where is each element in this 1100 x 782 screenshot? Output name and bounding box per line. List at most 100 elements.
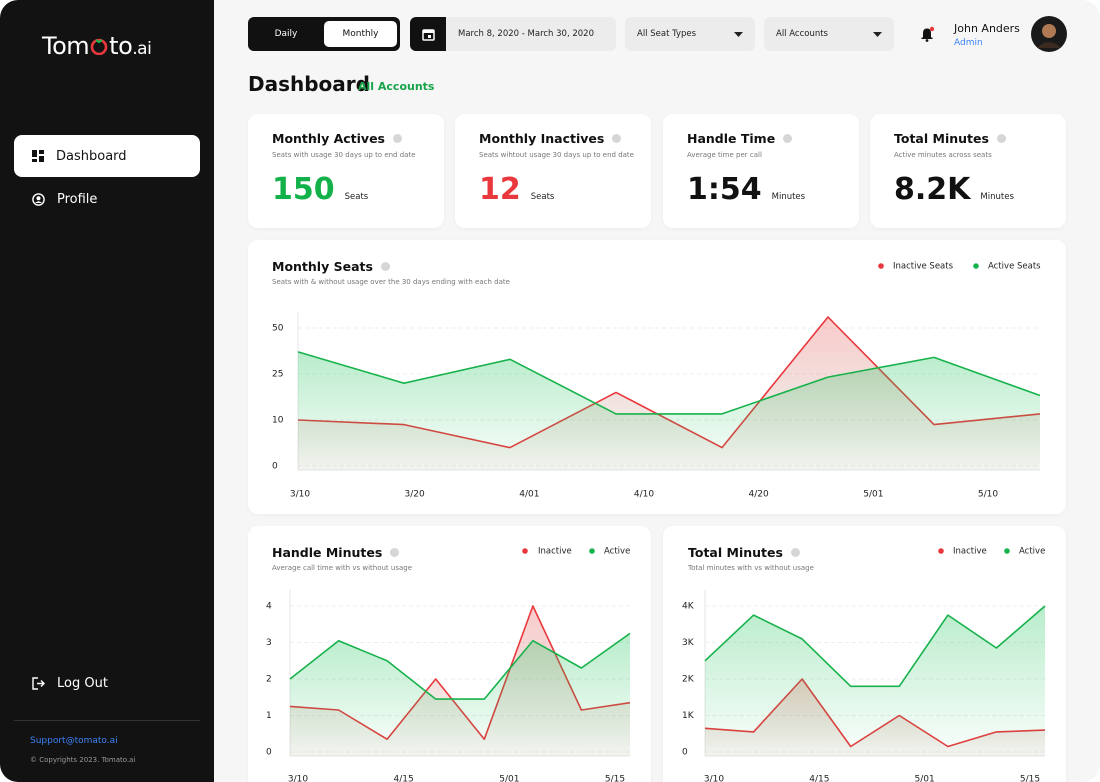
stat-value-row: 150 Seats (272, 172, 368, 207)
calendar-button[interactable] (410, 17, 446, 51)
chart-subtitle: Seats with & without usage over the 30 d… (272, 278, 510, 286)
calendar-icon (421, 28, 435, 41)
stat-value: 12 (479, 172, 521, 207)
legend-label: Active (604, 547, 630, 557)
y-tick-label: 1 (266, 711, 272, 721)
series-line (289, 632, 631, 700)
y-tick-label: 0 (682, 748, 688, 758)
chart-title-text: Monthly Seats (272, 259, 373, 274)
user-name: John Anders (954, 22, 1020, 35)
y-tick-label: 2 (266, 675, 272, 685)
logout[interactable]: Log Out (14, 662, 200, 704)
dropdown[interactable]: All Accounts (764, 17, 894, 51)
chart-title-text: Handle Minutes (272, 545, 383, 560)
x-tick-label: 5/01 (863, 490, 883, 500)
page-subtitle: All Accounts (358, 80, 435, 93)
stat-title-text: Monthly Actives (272, 131, 385, 146)
legend-label: Inactive (953, 547, 987, 557)
legend-label: Active (1019, 547, 1045, 557)
x-tick-label: 5/10 (978, 490, 998, 500)
series-area (298, 351, 1040, 470)
legend-marker (589, 548, 595, 554)
stat-title: Total Minutes (894, 131, 1006, 146)
date-text: March 8, 2020 - March 30, 2020 (458, 29, 594, 39)
chart-title-text: Total Minutes (688, 545, 783, 560)
x-tick-label: 5/01 (499, 775, 519, 782)
chart-subtitle: Total minutes with vs without usage (688, 564, 814, 572)
nav-label: Profile (57, 191, 98, 207)
legend-label: Inactive Seats (893, 262, 954, 272)
chart-title: Handle Minutes (272, 545, 400, 560)
legend-marker (973, 263, 979, 269)
stat-description: Active minutes across seats (894, 151, 992, 159)
legend-marker (522, 548, 528, 554)
stat-card: Total Minutes Active minutes across seats… (870, 114, 1066, 228)
series-line (297, 351, 1041, 415)
x-tick-label: 3/20 (405, 490, 425, 500)
stat-value-row: 8.2K Minutes (894, 172, 1014, 207)
nav-label: Dashboard (56, 148, 127, 164)
stat-title: Handle Time (687, 131, 793, 146)
logo: Tom to .ai (42, 32, 152, 60)
info-icon (783, 134, 793, 143)
logo-text: to (109, 32, 133, 60)
y-tick-label: 3 (266, 638, 272, 648)
legend-label: Inactive (538, 547, 572, 557)
logout-icon (32, 676, 45, 690)
logo-text: Tom (42, 32, 90, 60)
toggle-option[interactable]: Daily (274, 29, 298, 39)
x-tick-label: 3/10 (704, 775, 724, 782)
avatar[interactable] (1031, 16, 1067, 52)
legend-marker (878, 263, 884, 269)
dropdown-text: All Seat Types (637, 29, 697, 39)
y-tick-label: 0 (272, 462, 278, 472)
y-tick-label: 1K (682, 711, 695, 721)
y-tick-label: 2K (682, 675, 695, 685)
dropdown-text: All Accounts (776, 29, 828, 39)
info-icon (390, 548, 400, 557)
stat-title: Monthly Actives (272, 131, 402, 146)
series-area (290, 633, 630, 756)
x-tick-label: 4/10 (634, 490, 654, 500)
info-icon (380, 262, 390, 271)
date-range[interactable]: March 8, 2020 - March 30, 2020 (446, 17, 616, 51)
divider (14, 720, 200, 721)
y-tick-label: 50 (272, 324, 284, 334)
y-tick-label: 4K (682, 602, 695, 612)
stat-description: Average time per call (687, 151, 762, 159)
support-link[interactable]: Support@tomato.ai (30, 736, 118, 746)
nav-item[interactable]: Dashboard (14, 135, 200, 177)
stat-value-row: 1:54 Minutes (687, 172, 805, 207)
logo-text: .ai (132, 39, 152, 59)
user-role: Admin (954, 38, 983, 48)
y-tick-label: 10 (272, 416, 284, 426)
logout-label: Log Out (57, 675, 108, 691)
caret (734, 31, 743, 37)
stat-value: 150 (272, 172, 335, 207)
chart-subtitle: Average call time with vs without usage (272, 564, 413, 572)
stat-title-text: Monthly Inactives (479, 131, 605, 146)
series-area (705, 606, 1045, 756)
y-tick-label: 4 (266, 602, 272, 612)
stat-title-text: Total Minutes (894, 131, 989, 146)
dropdown[interactable]: All Seat Types (625, 17, 755, 51)
x-tick-label: 5/01 (915, 775, 935, 782)
legend-label: Active Seats (988, 262, 1041, 272)
page-title: Dashboard (248, 72, 370, 96)
toggle: Daily Monthly (248, 17, 400, 51)
bell-icon[interactable] (920, 26, 936, 42)
stat-unit: Seats (344, 192, 369, 202)
stat-unit: Minutes (771, 192, 806, 202)
x-tick-label: 3/10 (288, 775, 308, 782)
stat-value: 1:54 (687, 172, 762, 207)
y-tick-label: 25 (272, 370, 283, 380)
info-icon (996, 134, 1006, 143)
toggle-option[interactable]: Monthly (324, 21, 397, 47)
nav-item[interactable]: Profile (14, 178, 200, 220)
info-icon (790, 548, 800, 557)
caret (873, 31, 882, 37)
chart-title: Monthly Seats (272, 259, 390, 274)
x-tick-label: 3/10 (290, 490, 310, 500)
